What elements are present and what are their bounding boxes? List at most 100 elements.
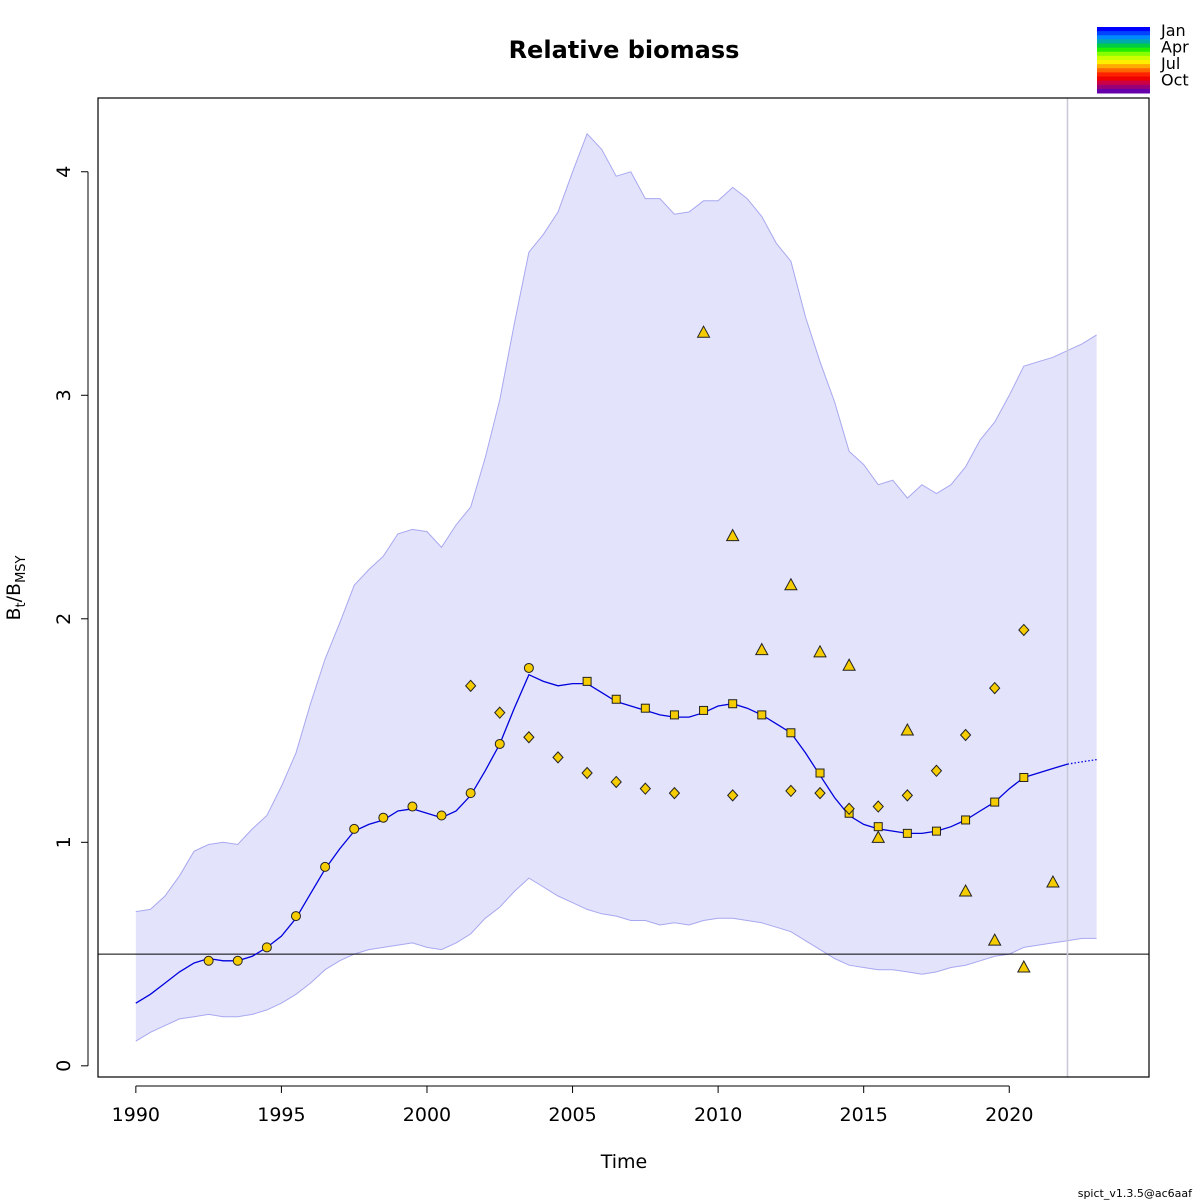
x-tick-label: 2015	[840, 1104, 888, 1126]
legend-color-swatch	[1097, 84, 1150, 90]
index-point-diamond	[610, 775, 622, 789]
x-tick-label: 2010	[694, 1104, 742, 1126]
index-point-triangle	[696, 325, 711, 338]
legend-color-swatch	[1097, 60, 1150, 65]
index-point-square	[1019, 772, 1029, 782]
version-footer: spict_v1.3.5@ac6aaf	[1078, 1187, 1193, 1200]
x-axis-label: Time	[600, 1151, 648, 1173]
index-point-circle	[232, 955, 243, 966]
index-point-circle	[290, 911, 301, 922]
index-point-circle	[436, 810, 447, 821]
y-axis: 0 1 2 3 4	[53, 166, 89, 1072]
index-point-square	[582, 676, 592, 686]
legend-label: Jul	[1160, 54, 1180, 73]
legend-color-swatch	[1097, 55, 1150, 61]
estimate-line	[135, 673, 1068, 1004]
index-point-square	[699, 705, 709, 715]
confidence-band	[135, 133, 1097, 1042]
index-point-square	[786, 728, 796, 738]
chart-title: Relative biomass	[509, 36, 740, 64]
y-axis-label: Bt/BMSY	[3, 555, 29, 620]
band-lower-edge	[135, 877, 1097, 1042]
index-point-square	[669, 710, 679, 720]
x-tick-label: 2020	[985, 1104, 1033, 1126]
index-point-triangle	[725, 528, 740, 542]
index-point-triangle	[842, 658, 856, 671]
plot-frame	[97, 97, 1150, 1078]
index-point-triangle	[813, 644, 827, 658]
legend-color-swatch	[1097, 64, 1150, 69]
y-tick-label: 1	[53, 836, 75, 848]
index-point-diamond	[930, 764, 943, 778]
index-point-triangle	[1016, 959, 1031, 973]
legend-label: Oct	[1161, 71, 1189, 90]
index-point-circle	[203, 955, 214, 966]
legend-color-swatch	[1097, 76, 1150, 82]
legend-color-swatch	[1097, 72, 1150, 77]
index-point-circle	[465, 788, 476, 799]
legend-color-swatch	[1097, 88, 1150, 94]
index-point-square	[728, 699, 738, 709]
legend-color-swatch	[1097, 35, 1150, 40]
legend-color-swatch	[1097, 31, 1150, 36]
band-upper-edge	[135, 132, 1097, 913]
index-point-square	[931, 826, 941, 836]
x-tick-label: 2005	[548, 1104, 596, 1126]
index-point-circle	[349, 823, 360, 834]
x-tick-label: 1995	[257, 1104, 305, 1126]
legend-color-swatch	[1097, 68, 1150, 73]
index-point-circle	[320, 861, 331, 872]
index-point-diamond	[523, 731, 535, 744]
index-point-circle	[523, 662, 534, 673]
index-point-diamond	[785, 784, 797, 798]
index-point-circle	[378, 812, 389, 823]
index-point-square	[640, 703, 650, 713]
legend-color-swatch	[1097, 43, 1150, 49]
index-point-square	[990, 797, 1000, 807]
index-point-square	[902, 828, 912, 838]
x-tick-label: 1990	[112, 1104, 160, 1126]
index-point-diamond	[581, 766, 593, 780]
index-point-square	[757, 710, 767, 720]
index-point-diamond	[494, 706, 506, 719]
legend-color-swatch	[1097, 39, 1150, 44]
y-tick-label: 0	[53, 1060, 75, 1072]
index-point-triangle	[871, 830, 886, 843]
index-point-diamond	[1018, 623, 1030, 637]
index-point-diamond	[989, 681, 1001, 695]
y-axis-label-main: B	[3, 607, 25, 620]
legend-color-swatch	[1097, 80, 1150, 86]
y-tick-label: 2	[53, 613, 75, 625]
legend-color-swatch	[1097, 51, 1150, 57]
index-point-circle	[407, 801, 418, 812]
y-tick-label: 3	[53, 389, 75, 401]
legend-color-swatch	[1097, 47, 1150, 53]
index-point-square	[873, 822, 883, 832]
index-point-circle	[261, 942, 272, 953]
index-point-triangle	[784, 577, 798, 591]
index-point-square	[815, 768, 825, 778]
index-point-diamond	[552, 751, 564, 764]
x-tick-label: 2000	[403, 1104, 451, 1126]
y-axis-label-sub-t: t	[14, 602, 29, 607]
index-point-triangle	[987, 933, 1002, 946]
index-point-diamond	[464, 679, 477, 693]
index-point-diamond	[814, 786, 826, 800]
legend-label: Jan	[1160, 21, 1186, 40]
legend-label: Apr	[1161, 38, 1189, 57]
y-tick-label: 4	[53, 166, 75, 178]
index-point-triangle	[958, 883, 973, 897]
index-point-square	[611, 694, 621, 704]
index-point-diamond	[727, 789, 739, 802]
y-axis-label-sub-msy: MSY	[14, 555, 29, 582]
index-point-diamond	[901, 789, 914, 802]
index-point-diamond	[843, 802, 855, 816]
legend-color-swatch	[1097, 27, 1150, 32]
y-axis-label-sep: /B	[3, 583, 25, 602]
index-point-diamond	[639, 782, 652, 795]
index-point-triangle	[900, 723, 915, 736]
index-point-circle	[494, 738, 505, 749]
index-point-triangle	[754, 642, 769, 656]
